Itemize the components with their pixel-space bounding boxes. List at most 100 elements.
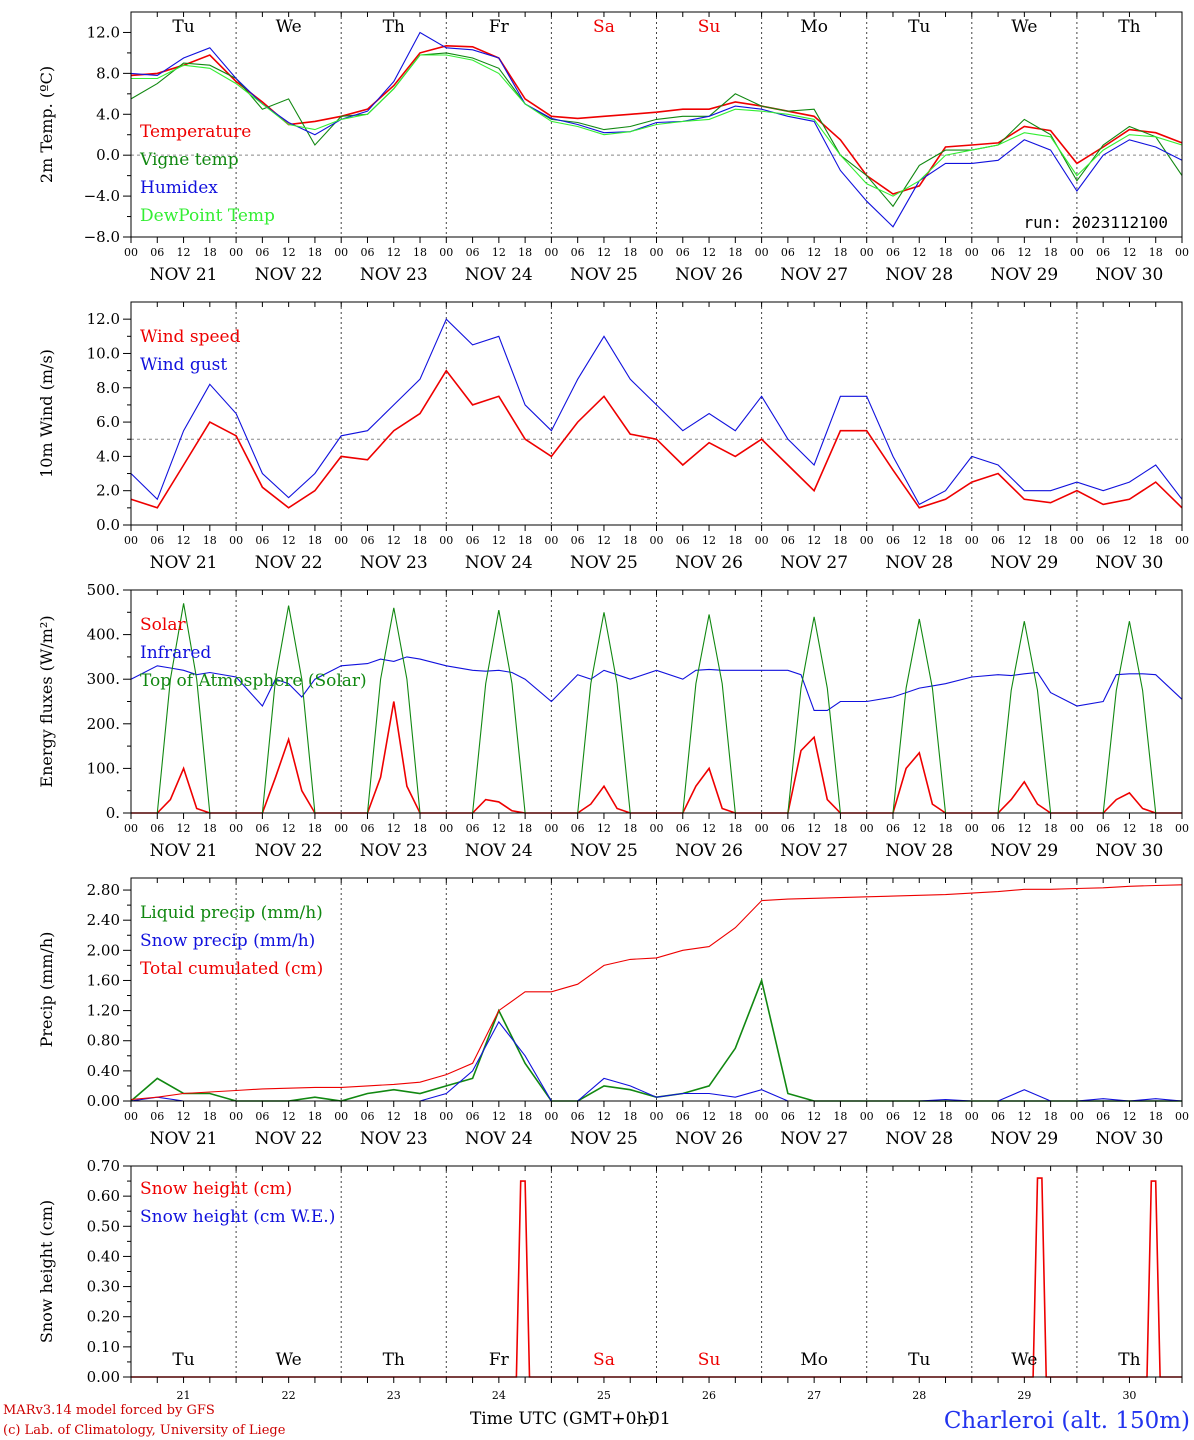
date-label: NOV 24 <box>465 265 533 285</box>
day-number-label: 23 <box>387 1389 401 1402</box>
day-number-label: 22 <box>282 1389 296 1402</box>
hour-tick-label: 06 <box>991 1110 1005 1123</box>
series-line-dewpoint-temp <box>131 54 1183 197</box>
hour-tick-label: 06 <box>1096 246 1110 259</box>
hour-tick-label: 00 <box>439 1110 453 1123</box>
legend-entry: Liquid precip (mm/h) <box>140 903 323 923</box>
hour-tick-label: 06 <box>781 1110 795 1123</box>
weekday-label: Tu <box>172 1350 194 1370</box>
hour-tick-label: 18 <box>833 534 847 547</box>
date-label: NOV 27 <box>780 553 848 573</box>
date-label: NOV 21 <box>150 841 218 861</box>
weekday-label: Fr <box>489 17 510 37</box>
hour-tick-label: 00 <box>755 534 769 547</box>
hour-tick-label: 00 <box>650 534 664 547</box>
y-axis-label: Snow height (cm) <box>37 1200 56 1343</box>
hour-tick-label: 00 <box>1070 534 1084 547</box>
weekday-label: Th <box>383 1350 405 1370</box>
hour-tick-label: 12 <box>177 534 191 547</box>
hour-tick-label: 12 <box>492 246 506 259</box>
hour-tick-label: 06 <box>150 1110 164 1123</box>
weekday-label: We <box>1011 1350 1037 1370</box>
hour-tick-label: 18 <box>623 822 637 835</box>
y-tick-label: 8.0 <box>96 64 120 82</box>
hour-tick-label: 06 <box>781 534 795 547</box>
hour-tick-label: 12 <box>1122 822 1136 835</box>
y-tick-label: 0.60 <box>87 1187 120 1205</box>
y-tick-label: 400. <box>87 626 120 644</box>
run-label: run: 2023112100 <box>1024 213 1169 232</box>
x-axis-title: Time UTC (GMT+0h) <box>470 1409 654 1429</box>
date-label: NOV 24 <box>465 1129 533 1149</box>
hour-tick-label: 12 <box>807 246 821 259</box>
y-axis-label: 2m Temp. (ºC) <box>37 66 56 183</box>
hour-tick-label: 18 <box>728 822 742 835</box>
y-tick-label: 0.50 <box>87 1217 120 1235</box>
y-tick-label: 200. <box>87 715 120 733</box>
hour-tick-label: 12 <box>807 1110 821 1123</box>
hour-tick-label: 18 <box>1044 246 1058 259</box>
y-tick-label: 6.0 <box>96 413 120 431</box>
weekday-label: Tu <box>908 17 930 37</box>
weekday-label: Tu <box>172 17 194 37</box>
hour-tick-label: 00 <box>1175 822 1189 835</box>
date-label: NOV 28 <box>885 265 953 285</box>
hour-tick-label: 00 <box>1070 1110 1084 1123</box>
hour-tick-label: 12 <box>597 822 611 835</box>
series-line-snow-height-cm- <box>131 1177 1182 1378</box>
hour-tick-label: 06 <box>466 246 480 259</box>
hour-tick-label: 00 <box>860 1110 874 1123</box>
y-tick-label: 4.0 <box>96 447 120 465</box>
y-tick-label: 2.0 <box>96 482 120 500</box>
hour-tick-label: 18 <box>308 1110 322 1123</box>
y-tick-label: 0.70 <box>87 1157 120 1175</box>
date-label: NOV 27 <box>780 841 848 861</box>
hour-tick-label: 06 <box>571 246 585 259</box>
hour-tick-label: 00 <box>439 822 453 835</box>
hour-tick-label: 00 <box>229 534 243 547</box>
hour-tick-label: 12 <box>1122 534 1136 547</box>
legend-entry: Snow height (cm W.E.) <box>140 1207 335 1227</box>
hour-tick-label: 00 <box>965 534 979 547</box>
hour-tick-label: 18 <box>308 822 322 835</box>
model-credit-line2: (c) Lab. of Climatology, University of L… <box>3 1423 286 1438</box>
hour-tick-label: 06 <box>676 1110 690 1123</box>
hour-tick-label: 00 <box>544 822 558 835</box>
date-label: NOV 28 <box>885 1129 953 1149</box>
hour-tick-label: 00 <box>439 246 453 259</box>
day-number-label: 25 <box>597 1389 611 1402</box>
y-tick-label: 0.00 <box>87 1368 120 1386</box>
hour-tick-label: 00 <box>439 534 453 547</box>
hour-tick-label: 00 <box>1175 1110 1189 1123</box>
hour-tick-label: 12 <box>387 1110 401 1123</box>
date-label: NOV 28 <box>885 553 953 573</box>
legend-entry: Vigne temp <box>139 150 239 170</box>
date-label: NOV 25 <box>570 841 638 861</box>
legend-entry: Snow height (cm) <box>140 1179 292 1199</box>
date-label: NOV 26 <box>675 553 743 573</box>
weekday-label: Th <box>383 17 405 37</box>
y-tick-label: 0.80 <box>87 1032 120 1050</box>
date-label: NOV 30 <box>1096 553 1164 573</box>
panel-5: 0.70 0.60 0.50 0.40 0.30 0.20 0.10 0.00 Snow hei… <box>37 1157 1183 1402</box>
hour-tick-label: 18 <box>308 246 322 259</box>
series-line-wind-speed <box>130 369 1183 509</box>
y-axis-label: Energy fluxes (W/m²) <box>37 615 56 787</box>
series-line-temperature <box>130 44 1183 195</box>
hour-tick-label: 18 <box>518 1110 532 1123</box>
y-tick-label: 2.40 <box>87 911 120 929</box>
date-label: NOV 25 <box>570 553 638 573</box>
hour-tick-label: 18 <box>413 1110 427 1123</box>
hour-tick-label: 12 <box>282 246 296 259</box>
hour-tick-label: 06 <box>466 1110 480 1123</box>
hour-tick-label: 18 <box>939 534 953 547</box>
hour-tick-label: 12 <box>177 822 191 835</box>
hour-tick-label: 00 <box>124 822 138 835</box>
y-tick-label: 2.80 <box>87 881 120 899</box>
hour-tick-label: 12 <box>387 534 401 547</box>
day-number-label: 26 <box>702 1389 716 1402</box>
hour-tick-label: 06 <box>150 246 164 259</box>
day-number-label: 29 <box>1017 1389 1031 1402</box>
date-label: NOV 27 <box>780 265 848 285</box>
